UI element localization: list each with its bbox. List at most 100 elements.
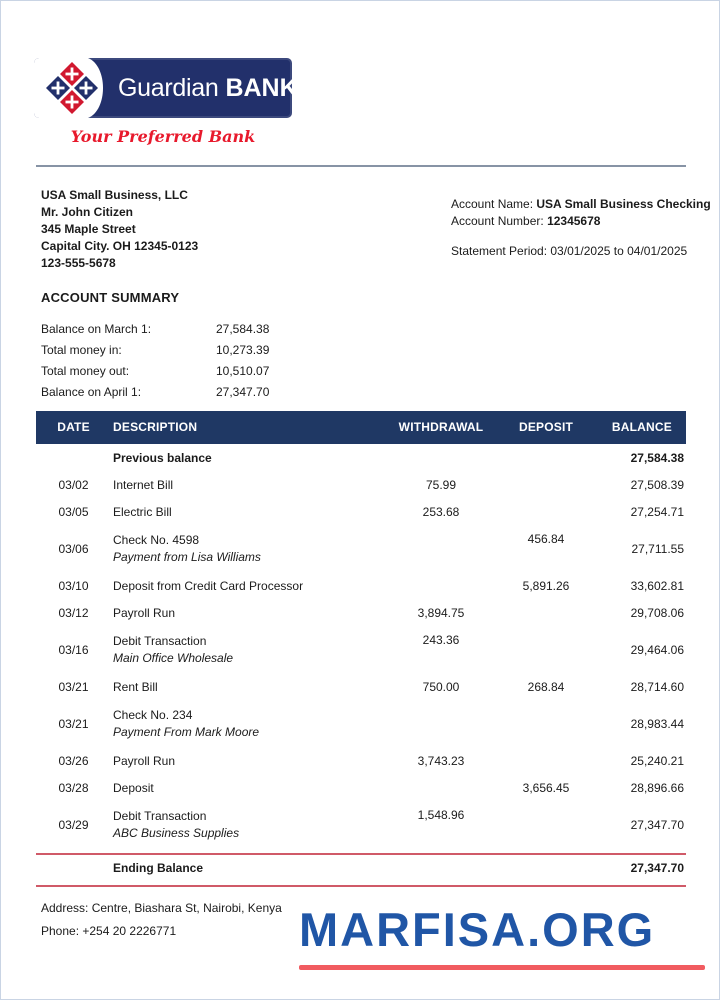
description-main: Debit Transaction [113,809,207,823]
cell-withdrawal: 243.36 [422,633,460,647]
summary-value: 10,273.39 [216,343,270,357]
transaction-row: Previous balance 27,584.38 [36,444,686,471]
marfisa-watermark: MARFISA.ORG [299,897,707,970]
bank-name-bold: BANK [225,73,292,102]
transactions-header-row: DATE DESCRIPTION WITHDRAWAL DEPOSIT BALANCE [36,411,686,444]
cell-date: 03/10 [58,578,89,593]
cell-description: Deposit from Credit Card Processor [111,572,391,599]
transactions-section: DATE DESCRIPTION WITHDRAWAL DEPOSIT BALANCE … [36,411,686,887]
transaction-row: 03/02 Internet Bill 75.99 27,508.39 [36,471,686,498]
transaction-row: 03/10 Deposit from Credit Card Processor 5… [36,572,686,599]
bank-name-regular: Guardian [118,73,219,102]
column-header: DEPOSIT [491,411,601,444]
column-header: BALANCE [601,411,686,444]
summary-row: Total money in: 10,273.39 [41,340,269,361]
bank-name: Guardian BANK [118,58,292,118]
cell-balance: 27,347.70 [630,817,684,832]
cell-withdrawal: 750.00 [422,679,460,694]
summary-label: Total money out: [41,364,130,378]
summary-row: Balance on March 1: 27,584.38 [41,319,269,340]
cell-deposit [491,700,601,747]
cell-date: 03/21 [58,716,89,731]
cell-deposit [491,801,601,848]
ending-balance-rule-bottom [36,885,686,887]
cell-balance: 29,464.06 [630,642,684,657]
cell-description: Internet Bill [111,471,391,498]
watermark-text: MARFISA.ORG [299,903,656,956]
bank-address: Address: Centre, Biashara St, Nairobi, K… [41,901,282,915]
guardian-emblem-icon [34,58,103,118]
account-summary-title: ACCOUNT SUMMARY [41,290,180,305]
summary-value: 27,584.38 [216,322,270,336]
header-divider [36,165,686,167]
cell-date: 03/28 [58,780,89,795]
cell-description: Debit Transaction Main Office Wholesale [111,626,391,673]
account-summary-rows: Balance on March 1: 27,584.38 Total money … [41,319,269,403]
cell-description: Rent Bill [111,673,391,700]
cell-balance: 28,983.44 [630,716,684,731]
transaction-row: 03/28 Deposit 3,656.45 28,896.66 [36,774,686,801]
transaction-row: 03/29 Debit Transaction ABC Business Suppl… [36,801,686,848]
summary-label: Balance on April 1: [41,385,142,399]
customer-address-block: USA Small Business, LLC Mr. John Citizen 3… [41,187,198,272]
column-header: DESCRIPTION [111,411,391,444]
cell-balance: 33,602.81 [630,578,684,593]
bank-tagline: Your Preferred Bank [70,127,256,146]
cell-date: 03/06 [58,541,89,556]
description-sub: Payment From Mark Moore [113,725,260,739]
cell-balance: 27,508.39 [630,477,684,492]
statement-period: Statement Period: 03/01/2025 to 04/01/20… [451,244,688,258]
cell-withdrawal [391,444,491,471]
summary-value: 27,347.70 [216,385,270,399]
cell-description: Debit Transaction ABC Business Supplies [111,801,391,848]
cell-withdrawal: 3,894.75 [417,605,465,620]
description-main: Check No. 4598 [113,533,200,547]
cell-withdrawal: 75.99 [425,477,457,492]
summary-row: Balance on April 1: 27,347.70 [41,382,269,403]
cell-deposit: 456.84 [527,532,565,546]
cell-description: Payroll Run [111,599,391,626]
cell-date: 03/05 [58,504,89,519]
description-main: Payroll Run [113,605,176,620]
cell-balance: 27,711.55 [631,541,685,556]
cell-deposit [491,444,601,471]
cell-date: 03/16 [58,642,89,657]
account-name-line: Account Name: USA Small Business Checkin… [451,197,711,211]
customer-line: Capital City. OH 12345-0123 [41,239,199,253]
cell-balance: 27,584.38 [630,450,684,465]
customer-line: USA Small Business, LLC [41,188,188,202]
transaction-row: 03/21 Rent Bill 750.00 268.84 28,714.60 [36,673,686,700]
cell-description: Deposit [111,774,391,801]
cell-date: 03/12 [58,605,89,620]
description-main: Debit Transaction [113,634,207,648]
description-main: Deposit from Credit Card Processor [113,578,304,593]
customer-line: 345 Maple Street [41,222,136,236]
transaction-row: 03/26 Payroll Run 3,743.23 25,240.21 [36,747,686,774]
cell-deposit [491,599,601,626]
bank-logo-area: Guardian BANK Your Preferred Bank [34,58,292,146]
cell-description: Payroll Run [111,747,391,774]
cell-withdrawal [391,572,491,599]
description-main: Deposit [113,780,154,795]
watermark-underline [299,965,705,970]
description-sub: Main Office Wholesale [113,651,234,665]
cell-balance: 28,714.60 [630,679,684,694]
bank-logo: Guardian BANK [34,58,292,118]
cell-balance: 27,254.71 [630,504,684,519]
cell-withdrawal: 1,548.96 [417,808,465,822]
cell-date [36,444,111,471]
ending-balance-rule-top [36,853,686,855]
cell-description: Electric Bill [111,498,391,525]
column-header: DATE [36,411,111,444]
cell-date: 03/26 [58,753,89,768]
cell-deposit [491,471,601,498]
cell-withdrawal [391,700,491,747]
cell-description: Check No. 234 Payment From Mark Moore [111,700,391,747]
cell-deposit: 5,891.26 [522,578,570,593]
cell-balance: 29,708.06 [630,605,684,620]
transactions-body: Previous balance 27,584.38 03/02 Internet B… [36,444,686,848]
account-info-block: Account Name: USA Small Business Checkin… [451,196,711,260]
cell-withdrawal: 3,743.23 [417,753,465,768]
transaction-row: 03/06 Check No. 4598 Payment from Lisa Wil… [36,525,686,572]
